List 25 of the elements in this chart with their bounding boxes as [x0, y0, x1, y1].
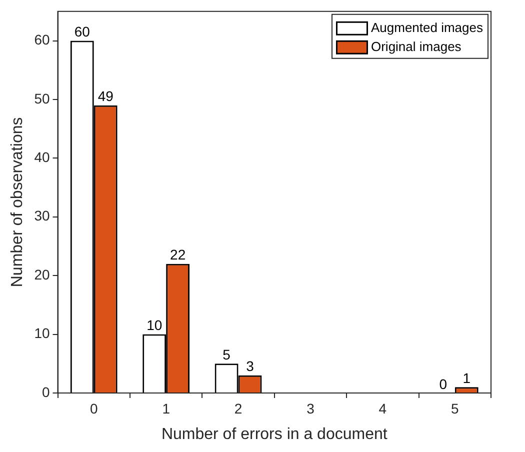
x-tick-label: 2 — [234, 400, 242, 416]
data-label: 49 — [98, 88, 114, 104]
y-tick-label: 20 — [34, 266, 50, 282]
y-tick-label: 60 — [34, 32, 50, 48]
data-label: 60 — [74, 24, 90, 40]
y-tick-label: 40 — [34, 149, 50, 166]
x-tick-label: 1 — [162, 400, 170, 416]
data-label: 5 — [222, 346, 231, 363]
x-tick-label: 5 — [451, 400, 459, 416]
y-axis-title: Number of observations — [9, 117, 26, 288]
data-label: 22 — [170, 246, 186, 263]
y-tick-label: 30 — [34, 208, 50, 224]
data-label: 1 — [462, 370, 471, 386]
data-label: 0 — [439, 376, 448, 392]
data-label: 10 — [146, 317, 162, 334]
y-tick-label: 0 — [42, 384, 50, 400]
x-tick-label: 4 — [378, 400, 387, 416]
legend-label: Augmented images — [370, 20, 484, 35]
x-tick-label: 3 — [306, 400, 315, 416]
y-tick-label: 10 — [34, 325, 50, 342]
data-label: 3 — [246, 358, 254, 374]
y-tick-label: 50 — [34, 90, 50, 106]
x-axis-title: Number of errors in a document — [161, 426, 388, 443]
x-tick-label: 0 — [90, 400, 98, 416]
legend-label: Original images — [370, 38, 462, 54]
